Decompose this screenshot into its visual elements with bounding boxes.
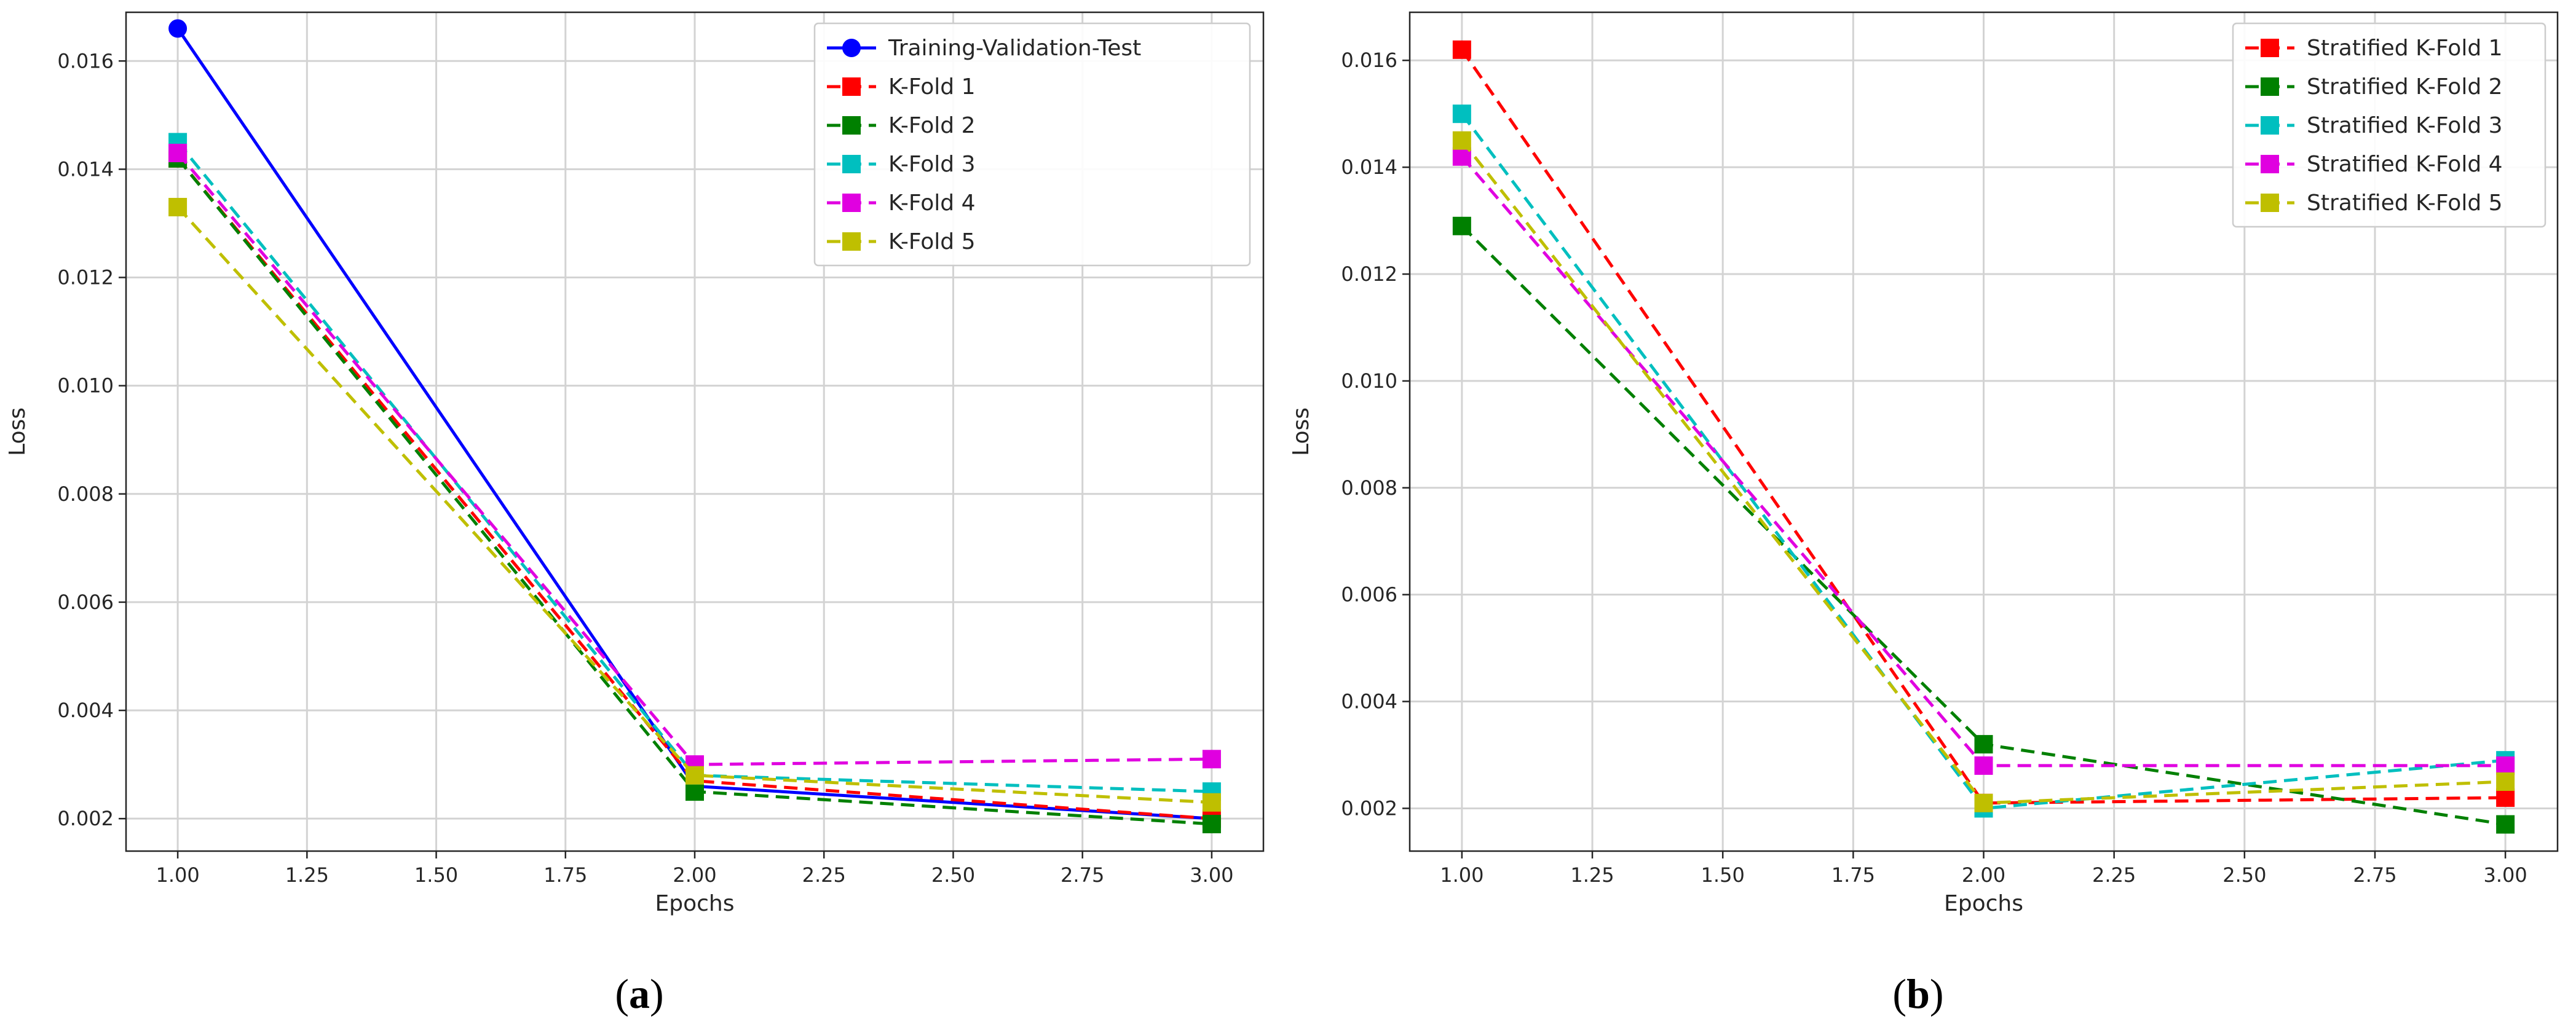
data-point-b-4 xyxy=(1974,756,1993,775)
data-point-b-2 xyxy=(1974,735,1993,754)
caption-letter: b xyxy=(1906,970,1930,1017)
x-axis-label: Epochs xyxy=(655,891,735,916)
series-line-a-2 xyxy=(176,157,1212,820)
x-tick-label: 1.50 xyxy=(414,863,458,887)
y-tick-label: 0.006 xyxy=(1341,583,1397,607)
legend-entry-label: K-Fold 5 xyxy=(888,229,975,254)
legend-swatch-marker xyxy=(842,194,861,212)
legend-swatch-marker xyxy=(2261,77,2279,96)
caption-open-paren: ( xyxy=(615,970,629,1017)
caption-open-paren: ( xyxy=(1892,970,1906,1017)
x-tick-label: 2.25 xyxy=(2092,863,2136,887)
y-tick-label: 0.014 xyxy=(57,157,114,181)
legend-entry-label: K-Fold 2 xyxy=(888,113,975,138)
y-tick-label: 0.004 xyxy=(57,699,114,722)
x-tick-label: 2.75 xyxy=(1061,863,1104,887)
y-tick-label: 0.008 xyxy=(57,482,114,506)
y-tick-label: 0.006 xyxy=(57,591,114,614)
x-tick-label: 1.00 xyxy=(1440,863,1484,887)
caption-close-paren: ) xyxy=(1930,970,1944,1017)
data-point-b-5 xyxy=(1452,131,1471,150)
y-tick-label: 0.010 xyxy=(57,374,114,398)
data-point-b-5 xyxy=(2496,772,2515,791)
data-point-a-3 xyxy=(1202,814,1221,833)
series-line-b-1 xyxy=(1460,49,2506,805)
x-tick-label: 2.25 xyxy=(802,863,846,887)
x-tick-label: 1.75 xyxy=(1831,863,1875,887)
data-point-b-4 xyxy=(2496,756,2515,775)
legend-entry-label: K-Fold 4 xyxy=(888,190,975,216)
chart-panel-b: 1.00 1.25 1.50 1.75 2.00 2.25 2.50 2.75 3.00 0.00… xyxy=(1289,11,2559,1017)
data-point-b-5 xyxy=(1974,793,1993,812)
x-tick-label: 3.00 xyxy=(1190,863,1233,887)
x-tick-label: 3.00 xyxy=(2484,863,2527,887)
y-tick-label: 0.016 xyxy=(57,49,114,73)
caption-letter: a xyxy=(629,970,650,1017)
legend-a: Training-Validation-Test K-Fold 1 K-Fold 2… xyxy=(813,22,1251,267)
data-point-b-1 xyxy=(2496,788,2515,807)
x-tick-label: 2.00 xyxy=(673,863,716,887)
y-tick-label: 0.012 xyxy=(57,266,114,289)
legend-entry-label: Stratified K-Fold 3 xyxy=(2307,113,2503,138)
y-tick-label: 0.002 xyxy=(57,807,114,830)
x-tick-label: 1.25 xyxy=(285,863,329,887)
legend-entry-label: Stratified K-Fold 5 xyxy=(2307,190,2503,216)
legend-swatch-marker xyxy=(842,116,861,135)
data-point-b-2 xyxy=(1452,216,1471,235)
legend-entry-label: Stratified K-Fold 2 xyxy=(2307,74,2503,100)
data-point-a-6 xyxy=(168,198,188,217)
data-point-a-1 xyxy=(168,19,188,38)
legend-swatch-marker xyxy=(842,232,861,251)
legend-entry-label: K-Fold 1 xyxy=(888,74,975,100)
legend-b: Stratified K-Fold 1 Stratified K-Fold 2 St… xyxy=(2232,22,2546,228)
y-tick-label: 0.008 xyxy=(1341,476,1397,500)
legend-swatch-marker xyxy=(2261,194,2279,212)
legend-box xyxy=(813,22,1251,267)
data-point-a-6 xyxy=(685,766,704,785)
legend-entry-label: Training-Validation-Test xyxy=(888,36,1141,61)
y-tick-label: 0.016 xyxy=(1341,49,1397,72)
x-tick-label: 1.00 xyxy=(156,863,199,887)
y-tick-label: 0.002 xyxy=(1341,796,1397,820)
data-point-a-3 xyxy=(685,782,704,801)
panel-caption-b: (b) xyxy=(1892,970,1943,1017)
y-axis-label: Loss xyxy=(5,407,30,456)
caption-close-paren: ) xyxy=(650,970,664,1017)
x-tick-label: 1.75 xyxy=(543,863,587,887)
legend-swatch-marker xyxy=(2261,116,2279,135)
panel-caption-a: (a) xyxy=(615,970,663,1017)
legend-entry-label: K-Fold 3 xyxy=(888,152,975,177)
data-point-b-1 xyxy=(1452,40,1471,59)
legend-swatch-marker xyxy=(2261,155,2279,173)
series-line-a-6 xyxy=(176,206,1212,804)
x-tick-label: 2.50 xyxy=(931,863,975,887)
x-tick-label: 1.50 xyxy=(1701,863,1745,887)
data-point-b-3 xyxy=(1452,104,1471,124)
x-axis-label: Epochs xyxy=(1944,891,2023,916)
legend-swatch-marker xyxy=(842,77,861,96)
legend-entry-label: Stratified K-Fold 4 xyxy=(2307,152,2503,177)
y-tick-label: 0.004 xyxy=(1341,690,1397,713)
y-tick-label: 0.012 xyxy=(1341,262,1397,286)
x-tick-label: 2.00 xyxy=(1962,863,2005,887)
legend-entry-label: Stratified K-Fold 1 xyxy=(2307,36,2503,61)
x-tick-label: 2.50 xyxy=(2222,863,2266,887)
y-axis-label: Loss xyxy=(1289,407,1314,456)
data-point-a-5 xyxy=(1202,750,1221,769)
x-tick-label: 2.75 xyxy=(2353,863,2396,887)
data-point-a-5 xyxy=(168,143,188,162)
x-tick-label: 1.25 xyxy=(1570,863,1614,887)
y-tick-label: 0.010 xyxy=(1341,369,1397,393)
data-point-a-6 xyxy=(1202,793,1221,812)
chart-panel-a: 1.00 1.25 1.50 1.75 2.00 2.25 2.50 2.75 3.00 0.00… xyxy=(5,11,1265,1017)
legend-box xyxy=(2232,22,2546,228)
y-tick-label: 0.014 xyxy=(1341,155,1397,179)
legend-swatch-marker xyxy=(2261,39,2279,57)
data-point-b-2 xyxy=(2496,815,2515,834)
legend-swatch-marker xyxy=(842,155,861,173)
legend-swatch-marker xyxy=(842,39,861,57)
